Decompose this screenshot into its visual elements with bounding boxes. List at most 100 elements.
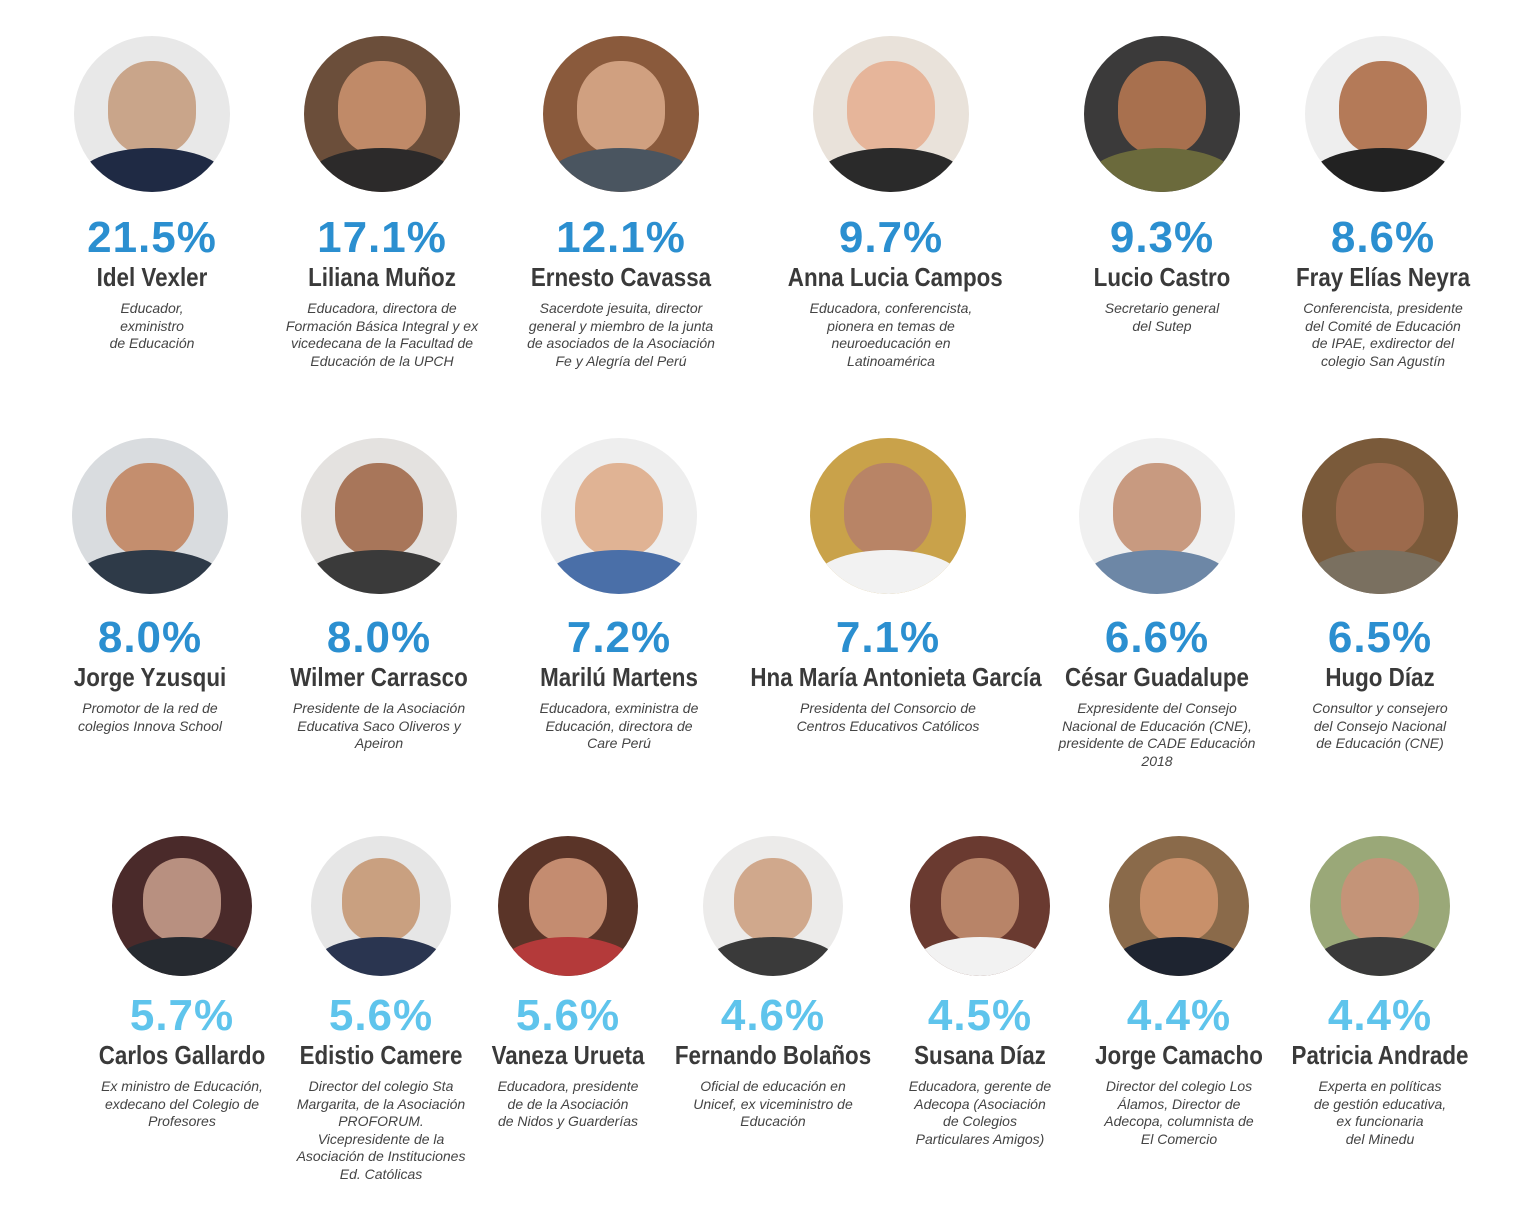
percentage: 4.5% (927, 991, 1033, 1040)
avatar (543, 36, 699, 192)
avatar (1310, 836, 1450, 976)
percentage: 6.5% (1327, 613, 1433, 662)
avatar (112, 836, 252, 976)
body-shape (544, 550, 694, 594)
person-description: Promotor de la red de colegios Innova Sc… (78, 700, 222, 734)
percentage: 21.5% (87, 213, 217, 262)
face-shape (1139, 858, 1219, 943)
percentage: 7.2% (566, 613, 672, 662)
person-description: Secretario general del Sutep (1104, 300, 1220, 334)
person-card: 7.2% Marilú Martens Educadora, exministr… (499, 438, 739, 753)
person-description: Educadora, directora de Formación Básica… (285, 300, 479, 369)
body-shape (546, 148, 696, 192)
person-description: Educadora, gerente de Adecopa (Asociació… (908, 1078, 1052, 1147)
face-shape (733, 858, 813, 943)
body-shape (1111, 936, 1247, 976)
face-shape (847, 60, 935, 155)
percentage: 4.6% (720, 991, 826, 1040)
body-shape (304, 550, 454, 594)
face-shape (940, 858, 1020, 943)
avatar (1079, 438, 1235, 594)
person-card: 6.6% César Guadalupe Expresidente del Co… (1037, 438, 1277, 770)
body-shape (1308, 148, 1458, 192)
person-card: 8.0% Wilmer Carrasco Presidente de la As… (259, 438, 499, 753)
avatar (703, 836, 843, 976)
person-name: Hna María Antonieta García (750, 662, 1042, 692)
body-shape (1087, 148, 1237, 192)
person-name: Jorge Camacho (1095, 1040, 1263, 1070)
body-shape (313, 936, 449, 976)
avatar (1109, 836, 1249, 976)
body-shape (1082, 550, 1232, 594)
avatar (304, 36, 460, 192)
person-description: Director del colegio Sta Margarita, de l… (296, 1078, 466, 1182)
person-name: Carlos Gallardo (98, 1040, 266, 1070)
percentage: 17.1% (317, 213, 447, 262)
person-card: 4.4% Patricia Andrade Experta en polític… (1260, 836, 1500, 1148)
face-shape (335, 462, 423, 557)
face-shape (1339, 60, 1427, 155)
percentage: 8.0% (97, 613, 203, 662)
person-card: 4.4% Jorge Camacho Director del colegio … (1059, 836, 1299, 1148)
person-name: César Guadalupe (1065, 662, 1249, 692)
person-card: 17.1% Liliana Muñoz Educadora, directora… (262, 36, 502, 370)
person-description: Conferencista, presidente del Comité de … (1303, 300, 1463, 369)
person-description: Educadora, presidente de de la Asociació… (497, 1078, 639, 1130)
avatar (910, 836, 1050, 976)
person-description: Oficial de educación en Unicef, ex vicem… (693, 1078, 853, 1130)
face-shape (1118, 60, 1206, 155)
body-shape (307, 148, 457, 192)
face-shape (1340, 858, 1420, 943)
avatar (498, 836, 638, 976)
person-card: 8.0% Jorge Yzusqui Promotor de la red de… (30, 438, 270, 735)
body-shape (912, 936, 1048, 976)
person-card: 5.7% Carlos Gallardo Ex ministro de Educ… (62, 836, 302, 1131)
person-description: Experta en políticas de gestión educativ… (1313, 1078, 1447, 1147)
person-name: Marilú Martens (540, 662, 698, 692)
body-shape (813, 550, 963, 594)
body-shape (75, 550, 225, 594)
person-name: Anna Lucia Campos (787, 262, 1003, 292)
person-description: Consultor y consejero del Consejo Nacion… (1312, 700, 1448, 752)
avatar (311, 836, 451, 976)
person-card: 21.5% Idel Vexler Educador, exministro d… (32, 36, 272, 353)
person-description: Educadora, exministra de Educación, dire… (539, 700, 699, 752)
person-description: Expresidente del Consejo Nacional de Edu… (1058, 700, 1256, 769)
person-card: 7.1% Hna María Antonieta García Presiden… (728, 438, 1048, 735)
person-description: Educadora, conferencista, pionera en tem… (809, 300, 973, 369)
percentage: 5.6% (515, 991, 621, 1040)
face-shape (338, 60, 426, 155)
person-card: 9.7% Anna Lucia Campos Educadora, confer… (771, 36, 1011, 370)
avatar (301, 438, 457, 594)
face-shape (341, 858, 421, 943)
person-card: 8.6% Fray Elías Neyra Conferencista, pre… (1263, 36, 1503, 370)
person-description: Sacerdote jesuita, director general y mi… (527, 300, 715, 369)
person-name: Susana Díaz (914, 1040, 1046, 1070)
percentage: 8.0% (326, 613, 432, 662)
avatar (1302, 438, 1458, 594)
person-description: Ex ministro de Educación, exdecano del C… (101, 1078, 263, 1130)
person-name: Idel Vexler (96, 262, 208, 292)
person-card: 5.6% Vaneza Urueta Educadora, presidente… (448, 836, 688, 1131)
person-name: Edistio Camere (299, 1040, 463, 1070)
person-card: 6.5% Hugo Díaz Consultor y consejero del… (1260, 438, 1500, 753)
person-name: Lucio Castro (1093, 262, 1231, 292)
face-shape (844, 462, 932, 557)
person-name: Fray Elías Neyra (1295, 262, 1471, 292)
percentage: 12.1% (556, 213, 686, 262)
face-shape (577, 60, 665, 155)
percentage: 7.1% (835, 613, 941, 662)
person-card: 5.6% Edistio Camere Director del colegio… (261, 836, 501, 1184)
face-shape (575, 462, 663, 557)
body-shape (1305, 550, 1455, 594)
percentage: 5.7% (129, 991, 235, 1040)
person-name: Liliana Muñoz (308, 262, 456, 292)
body-shape (705, 936, 841, 976)
person-description: Educador, exministro de Educación (109, 300, 195, 352)
body-shape (77, 148, 227, 192)
avatar (810, 438, 966, 594)
avatar (541, 438, 697, 594)
person-description: Presidenta del Consorcio de Centros Educ… (796, 700, 980, 734)
avatar (1084, 36, 1240, 192)
person-description: Presidente de la Asociación Educativa Sa… (292, 700, 466, 752)
